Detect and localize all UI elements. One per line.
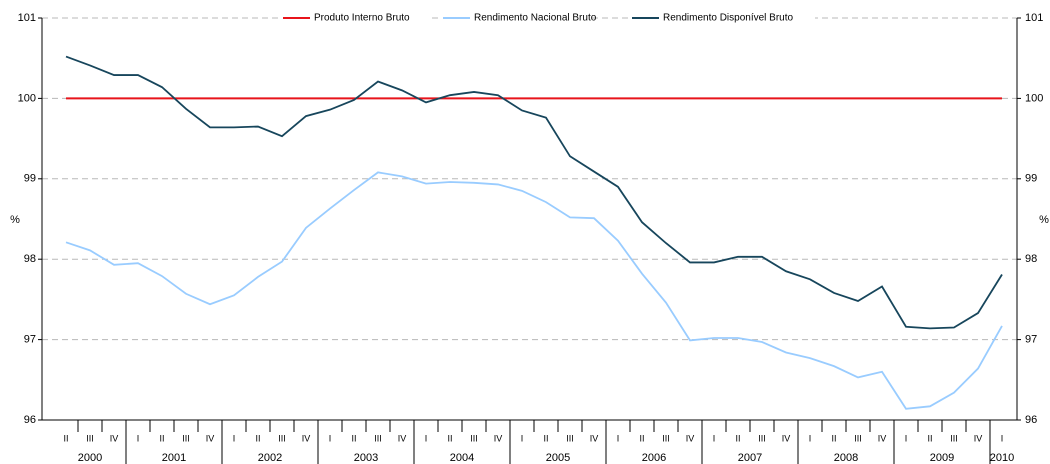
y2-tick-label: 97	[1025, 334, 1037, 346]
x-tick-label: II	[255, 433, 260, 443]
y2-tick-label: 100	[1025, 92, 1043, 104]
x-tick-label: III	[662, 433, 670, 443]
y2-tick-label: 99	[1025, 173, 1037, 185]
x-tick-label: I	[329, 433, 332, 443]
x-tick-label: IV	[974, 433, 983, 443]
year-label: 2000	[78, 452, 102, 464]
y-tick-label: 98	[24, 253, 36, 265]
y2-tick-label: 96	[1025, 414, 1037, 426]
year-label: 2003	[354, 452, 378, 464]
legend-label: Rendimento Nacional Bruto	[474, 13, 597, 24]
x-tick-label: II	[63, 433, 68, 443]
legend-bg	[630, 10, 815, 26]
x-tick-label: III	[182, 433, 190, 443]
year-label: 2004	[450, 452, 474, 464]
y-tick-label: 96	[24, 414, 36, 426]
x-tick-label: III	[374, 433, 382, 443]
series-line	[65, 55, 1003, 330]
year-label: 2008	[834, 452, 858, 464]
year-label: 2009	[930, 452, 954, 464]
y-tick-label: 101	[18, 12, 36, 24]
y2-tick-label: 101	[1025, 12, 1043, 24]
x-tick-label: I	[425, 433, 428, 443]
x-tick-label: III	[566, 433, 574, 443]
legend-bg	[441, 10, 591, 26]
x-tick-label: II	[831, 433, 836, 443]
legend-label: Rendimento Disponível Bruto	[663, 13, 794, 24]
x-tick-label: II	[735, 433, 740, 443]
x-tick-label: II	[159, 433, 164, 443]
x-tick-label: I	[1001, 433, 1004, 443]
x-tick-label: I	[809, 433, 812, 443]
x-tick-label: II	[351, 433, 356, 443]
x-tick-label: II	[543, 433, 548, 443]
year-label: 2001	[162, 452, 186, 464]
x-tick-label: IV	[590, 433, 599, 443]
x-tick-label: IV	[302, 433, 311, 443]
y2-axis-label: %	[1039, 214, 1049, 226]
x-tick-label: IV	[110, 433, 119, 443]
x-tick-label: I	[713, 433, 716, 443]
x-tick-label: IV	[782, 433, 791, 443]
legend-label: Produto Interno Bruto	[314, 13, 410, 24]
x-tick-label: I	[521, 433, 524, 443]
x-tick-label: IV	[878, 433, 887, 443]
x-tick-label: III	[86, 433, 94, 443]
x-tick-label: III	[950, 433, 958, 443]
x-tick-label: I	[617, 433, 620, 443]
year-label: 2005	[546, 452, 570, 464]
x-tick-label: II	[639, 433, 644, 443]
x-tick-label: II	[927, 433, 932, 443]
x-tick-label: III	[758, 433, 766, 443]
year-label: 2007	[738, 452, 762, 464]
x-tick-label: III	[854, 433, 862, 443]
x-tick-label: II	[447, 433, 452, 443]
year-label: 2006	[642, 452, 666, 464]
x-tick-label: I	[233, 433, 236, 443]
legend-bg	[281, 10, 431, 26]
x-tick-label: IV	[398, 433, 407, 443]
y-axis-label: %	[10, 214, 20, 226]
x-tick-label: IV	[686, 433, 695, 443]
year-label: 2002	[258, 452, 282, 464]
x-tick-label: IV	[206, 433, 215, 443]
series-line	[65, 171, 1003, 410]
x-tick-label: I	[905, 433, 908, 443]
y-tick-label: 99	[24, 173, 36, 185]
y2-tick-label: 98	[1025, 253, 1037, 265]
x-tick-label: IV	[494, 433, 503, 443]
y-tick-label: 97	[24, 334, 36, 346]
y-tick-label: 100	[18, 92, 36, 104]
x-tick-label: I	[137, 433, 140, 443]
year-label: 2010	[990, 452, 1014, 464]
x-tick-label: III	[278, 433, 286, 443]
x-tick-label: III	[470, 433, 478, 443]
